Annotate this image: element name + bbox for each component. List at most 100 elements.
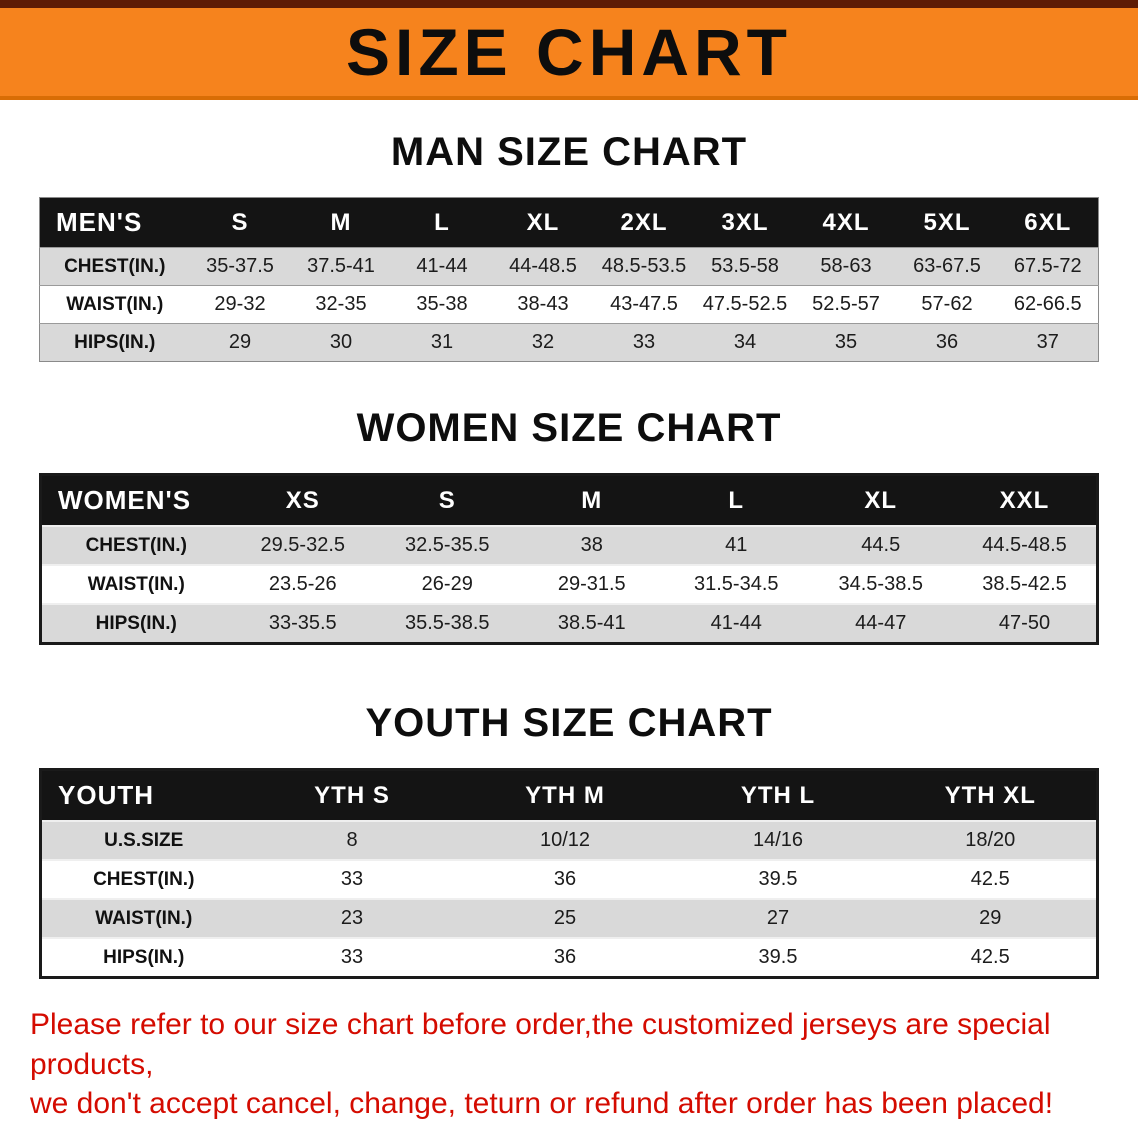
row-label: HIPS(IN.) [103,946,185,968]
size-value-cell: 37 [1036,331,1059,353]
size-column-header: 3XL [694,197,796,248]
size-value-cell: 53.5-58 [711,255,779,277]
size-value-cell: 30 [329,331,353,353]
size-value-cell: 43-47.5 [610,293,678,315]
size-value-cell: 31.5-34.5 [693,573,779,595]
youth-size-table: YOUTH YTH S YTH M YTH L YTH XL U.S.SIZE 8 10/12… [39,768,1099,979]
table-row: HIPS(IN.) 33-35.5 35.5-38.5 38.5-41 41-44 44-… [40,604,1098,644]
table-row: HIPS(IN.) 33 36 39.5 42.5 [40,938,1098,978]
youth-size-chart-heading: YOUTH SIZE CHART [365,701,773,745]
size-value-cell: 38 [580,534,603,556]
man-size-chart-section: MAN SIZE CHART MEN'S S M L XL 2XL 3XL 4XL 5XL 6XL… [0,130,1138,362]
size-value-cell: 34.5-38.5 [838,573,923,595]
size-column-header: L [391,197,493,248]
row-label: HIPS(IN.) [95,612,177,634]
size-value-cell: 47-50 [998,612,1051,634]
table-row: U.S.SIZE 8 10/12 14/16 18/20 [40,821,1098,860]
size-value-cell: 41-44 [416,255,468,277]
row-label: CHEST(IN.) [64,255,166,277]
size-column-header: YTH M [458,769,672,821]
size-value-cell: 18/20 [965,829,1016,851]
table-row: WAIST(IN.) 29-32 32-35 35-38 38-43 43-47.5 47.… [39,285,1099,324]
size-value-cell: 57-62 [921,293,973,315]
youth-size-chart-section: YOUTH SIZE CHART YOUTH YTH S YTH M YTH L YTH… [0,701,1138,979]
size-value-cell: 44-47 [855,612,907,634]
size-value-cell: 14/16 [752,829,804,851]
size-value-cell: 33-35.5 [268,612,337,634]
table-row: HIPS(IN.) 29 30 31 32 33 34 35 36 37 [39,323,1099,362]
size-value-cell: 39.5 [758,868,798,890]
size-column-header: XL [808,474,953,526]
size-value-cell: 37.5-41 [307,255,375,277]
table-row: CHEST(IN.) 33 36 39.5 42.5 [40,860,1098,899]
size-value-cell: 35-37.5 [206,255,274,277]
women-size-table: WOMEN'S XS S M L XL XXL CHEST(IN.) 29.5-32.5 32.5… [39,473,1099,645]
size-column-header: XS [230,474,375,526]
size-value-cell: 32.5-35.5 [404,534,490,556]
size-column-header: 5XL [896,197,998,248]
size-value-cell: 33 [632,331,656,353]
size-value-cell: 58-63 [820,255,872,277]
size-value-cell: 27 [766,907,790,929]
size-value-cell: 35.5-38.5 [404,612,490,634]
size-column-header: M [519,474,664,526]
size-value-cell: 42.5 [970,946,1010,968]
size-column-header: YTH L [671,769,885,821]
table-title-cell: YOUTH [40,769,246,821]
row-label: WAIST(IN.) [66,293,164,315]
size-value-cell: 23 [340,907,364,929]
table-row: CHEST(IN.) 35-37.5 37.5-41 41-44 44-48.5 48.5… [39,247,1099,286]
size-value-cell: 36 [553,868,577,890]
men-size-table: MEN'S S M L XL 2XL 3XL 4XL 5XL 6XL CHEST(IN.) 35-37… [39,197,1099,362]
size-value-cell: 41-44 [710,612,762,634]
size-value-cell: 10/12 [539,829,591,851]
disclaimer: Please refer to our size chart before or… [30,1005,1108,1124]
size-column-header: 6XL [997,197,1099,248]
size-value-cell: 38.5-42.5 [982,573,1067,595]
table-header-row: WOMEN'S XS S M L XL XXL [40,474,1098,526]
page-title: SIZE CHART [346,15,792,89]
table-header-row: MEN'S S M L XL 2XL 3XL 4XL 5XL 6XL [39,197,1099,248]
size-column-header: XXL [953,474,1098,526]
table-title-cell: WOMEN'S [40,474,231,526]
size-column-header: 2XL [593,197,695,248]
size-value-cell: 36 [553,946,577,968]
size-column-header: L [664,474,809,526]
banner: SIZE CHART [0,8,1138,100]
size-value-cell: 44.5 [861,534,901,556]
size-value-cell: 38-43 [517,293,569,315]
size-value-cell: 32-35 [315,293,367,315]
size-value-cell: 44.5-48.5 [982,534,1067,556]
row-label: HIPS(IN.) [74,331,156,353]
size-value-cell: 36 [935,331,959,353]
size-value-cell: 35-38 [416,293,468,315]
size-value-cell: 29-32 [214,293,266,315]
size-value-cell: 31 [430,331,454,353]
size-value-cell: 39.5 [758,946,798,968]
size-value-cell: 29-31.5 [557,573,626,595]
size-value-cell: 67.5-72 [1013,255,1082,277]
row-label: WAIST(IN.) [87,573,185,595]
size-value-cell: 32 [531,331,555,353]
size-value-cell: 29.5-32.5 [260,534,345,556]
women-size-chart-heading: WOMEN SIZE CHART [356,406,782,450]
size-charts: MAN SIZE CHART MEN'S S M L XL 2XL 3XL 4XL 5XL 6XL… [0,130,1138,979]
size-value-cell: 25 [553,907,577,929]
size-column-header: S [375,474,520,526]
size-value-cell: 44-48.5 [509,255,577,277]
man-size-chart-heading: MAN SIZE CHART [390,130,748,174]
row-label: CHEST(IN.) [93,868,195,890]
table-title-cell: MEN'S [39,197,190,248]
size-value-cell: 42.5 [970,868,1010,890]
top-accent-strip [0,0,1138,8]
size-column-header: 4XL [795,197,897,248]
size-value-cell: 35 [834,331,858,353]
size-value-cell: 48.5-53.5 [601,255,687,277]
size-column-header: S [189,197,291,248]
disclaimer-line-2: we don't accept cancel, change, teturn o… [30,1087,1054,1121]
size-value-cell: 38.5-41 [557,612,626,634]
size-value-cell: 47.5-52.5 [702,293,788,315]
row-label: CHEST(IN.) [85,534,187,556]
size-value-cell: 33 [340,946,364,968]
